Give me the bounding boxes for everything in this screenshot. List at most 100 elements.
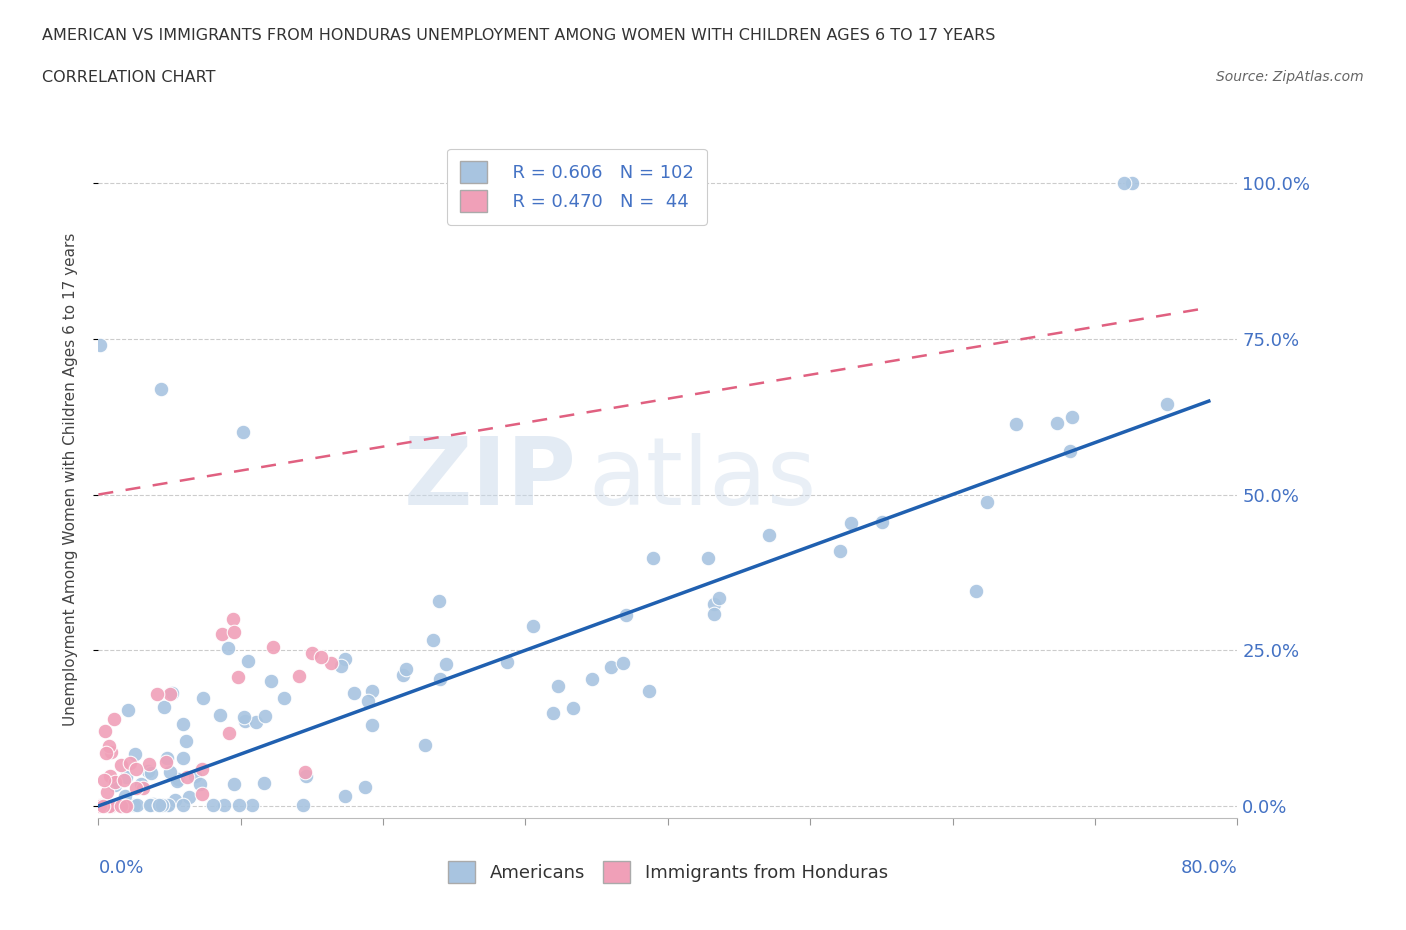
Point	[96, 798, 118, 813]
Point	[131, 777, 153, 791]
Point	[172, 751, 194, 765]
Point	[132, 780, 155, 795]
Point	[96, 785, 118, 800]
Text: Source: ZipAtlas.com: Source: ZipAtlas.com	[1216, 70, 1364, 84]
Point	[1156, 396, 1178, 411]
Point	[100, 745, 122, 760]
Point	[110, 758, 132, 773]
Point	[253, 776, 276, 790]
Point	[976, 494, 998, 509]
Point	[162, 685, 184, 700]
Point	[703, 606, 725, 621]
Point	[637, 684, 659, 698]
Point	[1004, 417, 1026, 432]
Point	[329, 658, 352, 673]
Point	[115, 799, 138, 814]
Text: atlas: atlas	[588, 433, 817, 525]
Point	[172, 716, 194, 731]
Text: ZIP: ZIP	[404, 433, 576, 525]
Point	[153, 699, 176, 714]
Point	[547, 679, 569, 694]
Point	[211, 627, 233, 642]
Point	[226, 670, 249, 684]
Legend: Americans, Immigrants from Honduras: Americans, Immigrants from Honduras	[433, 846, 903, 897]
Point	[98, 799, 121, 814]
Point	[232, 425, 254, 440]
Point	[240, 798, 263, 813]
Point	[172, 798, 194, 813]
Point	[125, 780, 148, 795]
Point	[157, 798, 180, 813]
Text: 0.0%: 0.0%	[98, 859, 143, 877]
Point	[89, 799, 111, 814]
Point	[191, 691, 214, 706]
Point	[614, 608, 637, 623]
Point	[114, 789, 136, 804]
Point	[427, 594, 450, 609]
Point	[118, 756, 141, 771]
Point	[641, 550, 664, 565]
Point	[191, 762, 214, 777]
Point	[1112, 176, 1135, 191]
Point	[190, 786, 212, 801]
Point	[117, 702, 139, 717]
Point	[262, 640, 284, 655]
Point	[96, 798, 118, 813]
Point	[294, 768, 316, 783]
Point	[139, 798, 162, 813]
Point	[146, 686, 169, 701]
Point	[98, 798, 121, 813]
Point	[91, 799, 114, 814]
Point	[142, 796, 165, 811]
Point	[222, 777, 245, 791]
Point	[217, 641, 239, 656]
Point	[148, 798, 170, 813]
Point	[309, 649, 332, 664]
Point	[136, 764, 159, 778]
Point	[127, 798, 149, 813]
Point	[201, 798, 224, 813]
Point	[93, 773, 115, 788]
Text: CORRELATION CHART: CORRELATION CHART	[42, 70, 215, 85]
Point	[159, 764, 181, 779]
Point	[1121, 176, 1143, 191]
Text: 80.0%: 80.0%	[1181, 859, 1237, 877]
Point	[150, 798, 173, 813]
Y-axis label: Unemployment Among Women with Children Ages 6 to 17 years: Unemployment Among Women with Children A…	[63, 232, 77, 725]
Point	[581, 672, 603, 687]
Point	[166, 771, 188, 786]
Point	[94, 724, 117, 738]
Point	[703, 597, 725, 612]
Point	[707, 591, 730, 605]
Point	[91, 799, 114, 814]
Point	[965, 584, 987, 599]
Point	[496, 655, 519, 670]
Point	[839, 516, 862, 531]
Point	[177, 790, 200, 804]
Point	[222, 612, 245, 627]
Point	[301, 645, 323, 660]
Point	[141, 798, 163, 813]
Point	[335, 652, 357, 667]
Point	[96, 745, 118, 760]
Point	[254, 709, 277, 724]
Point	[395, 662, 418, 677]
Point	[100, 799, 122, 814]
Point	[434, 657, 457, 671]
Point	[357, 694, 380, 709]
Point	[288, 669, 311, 684]
Point	[104, 777, 127, 792]
Point	[218, 725, 240, 740]
Point	[114, 799, 136, 814]
Point	[522, 619, 544, 634]
Point	[159, 687, 181, 702]
Point	[319, 655, 342, 670]
Point	[89, 799, 111, 814]
Text: AMERICAN VS IMMIGRANTS FROM HONDURAS UNEMPLOYMENT AMONG WOMEN WITH CHILDREN AGES: AMERICAN VS IMMIGRANTS FROM HONDURAS UNE…	[42, 28, 995, 43]
Point	[260, 673, 283, 688]
Point	[124, 747, 146, 762]
Point	[1046, 416, 1069, 431]
Point	[148, 798, 170, 813]
Point	[97, 738, 120, 753]
Point	[166, 774, 188, 789]
